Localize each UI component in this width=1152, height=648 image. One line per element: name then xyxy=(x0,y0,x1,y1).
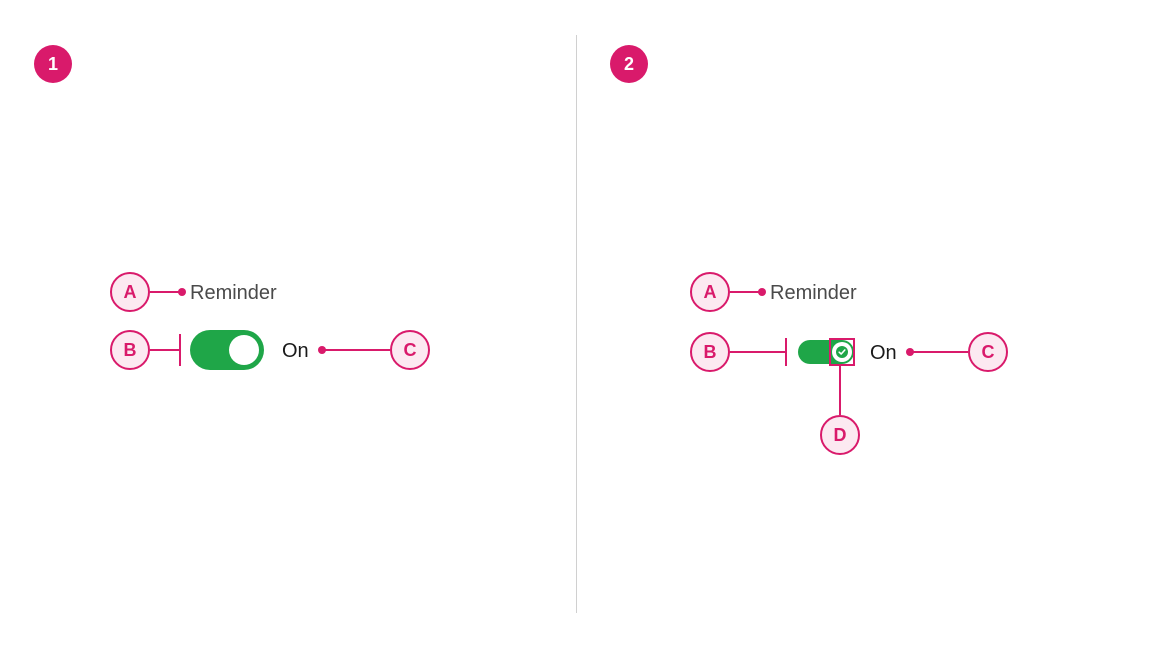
toggle-label-small: Reminder xyxy=(770,282,857,305)
panel-number-badge-2: 2 xyxy=(610,45,648,83)
reminder-toggle-small[interactable] xyxy=(798,340,854,364)
panel-number-badge-1: 1 xyxy=(34,45,72,83)
annotation-connector-a xyxy=(0,0,576,648)
toggle-status: On xyxy=(282,340,309,363)
panel-2: 2 xyxy=(576,0,1152,648)
annotation-badge-b: B xyxy=(110,330,150,370)
annotation-badge-c-2: C xyxy=(968,332,1008,372)
toggle-status-small: On xyxy=(870,342,897,365)
toggle-knob xyxy=(229,335,259,365)
check-icon xyxy=(836,346,848,358)
toggle-label: Reminder xyxy=(190,282,277,305)
annotation-badge-d: D xyxy=(820,415,860,455)
panel-1: 1 Reminder On A B C xyxy=(0,0,576,648)
annotation-badge-a-2: A xyxy=(690,272,730,312)
annotation-connector-c xyxy=(0,0,576,648)
annotation-badge-b-2: B xyxy=(690,332,730,372)
reminder-toggle[interactable] xyxy=(190,330,264,370)
annotation-badge-c: C xyxy=(390,330,430,370)
annotation-badge-a: A xyxy=(110,272,150,312)
annotation-connector-b xyxy=(0,0,576,648)
toggle-knob-small xyxy=(832,342,852,362)
